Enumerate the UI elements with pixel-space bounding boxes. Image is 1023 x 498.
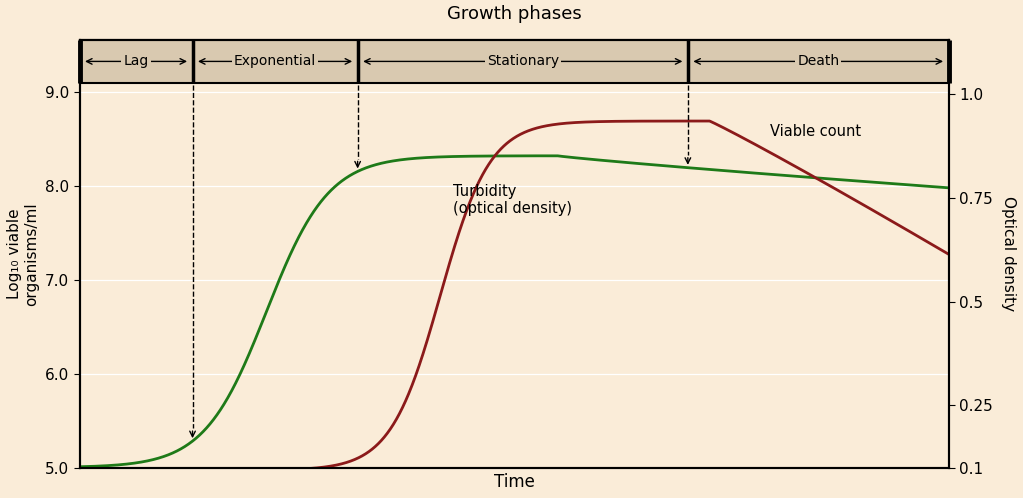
Text: Death: Death: [797, 54, 839, 68]
Text: Turbidity
(optical density): Turbidity (optical density): [453, 184, 572, 216]
Text: Exponential: Exponential: [234, 54, 316, 68]
Text: Viable count: Viable count: [770, 124, 861, 139]
Y-axis label: Optical density: Optical density: [1002, 196, 1016, 311]
Y-axis label: Log₁₀ viable
organisms/ml: Log₁₀ viable organisms/ml: [7, 202, 39, 306]
X-axis label: Time: Time: [494, 473, 534, 491]
Text: Lag: Lag: [124, 54, 148, 68]
Text: Growth phases: Growth phases: [447, 5, 581, 23]
Bar: [80, 40, 948, 83]
Text: Stationary: Stationary: [487, 54, 559, 68]
